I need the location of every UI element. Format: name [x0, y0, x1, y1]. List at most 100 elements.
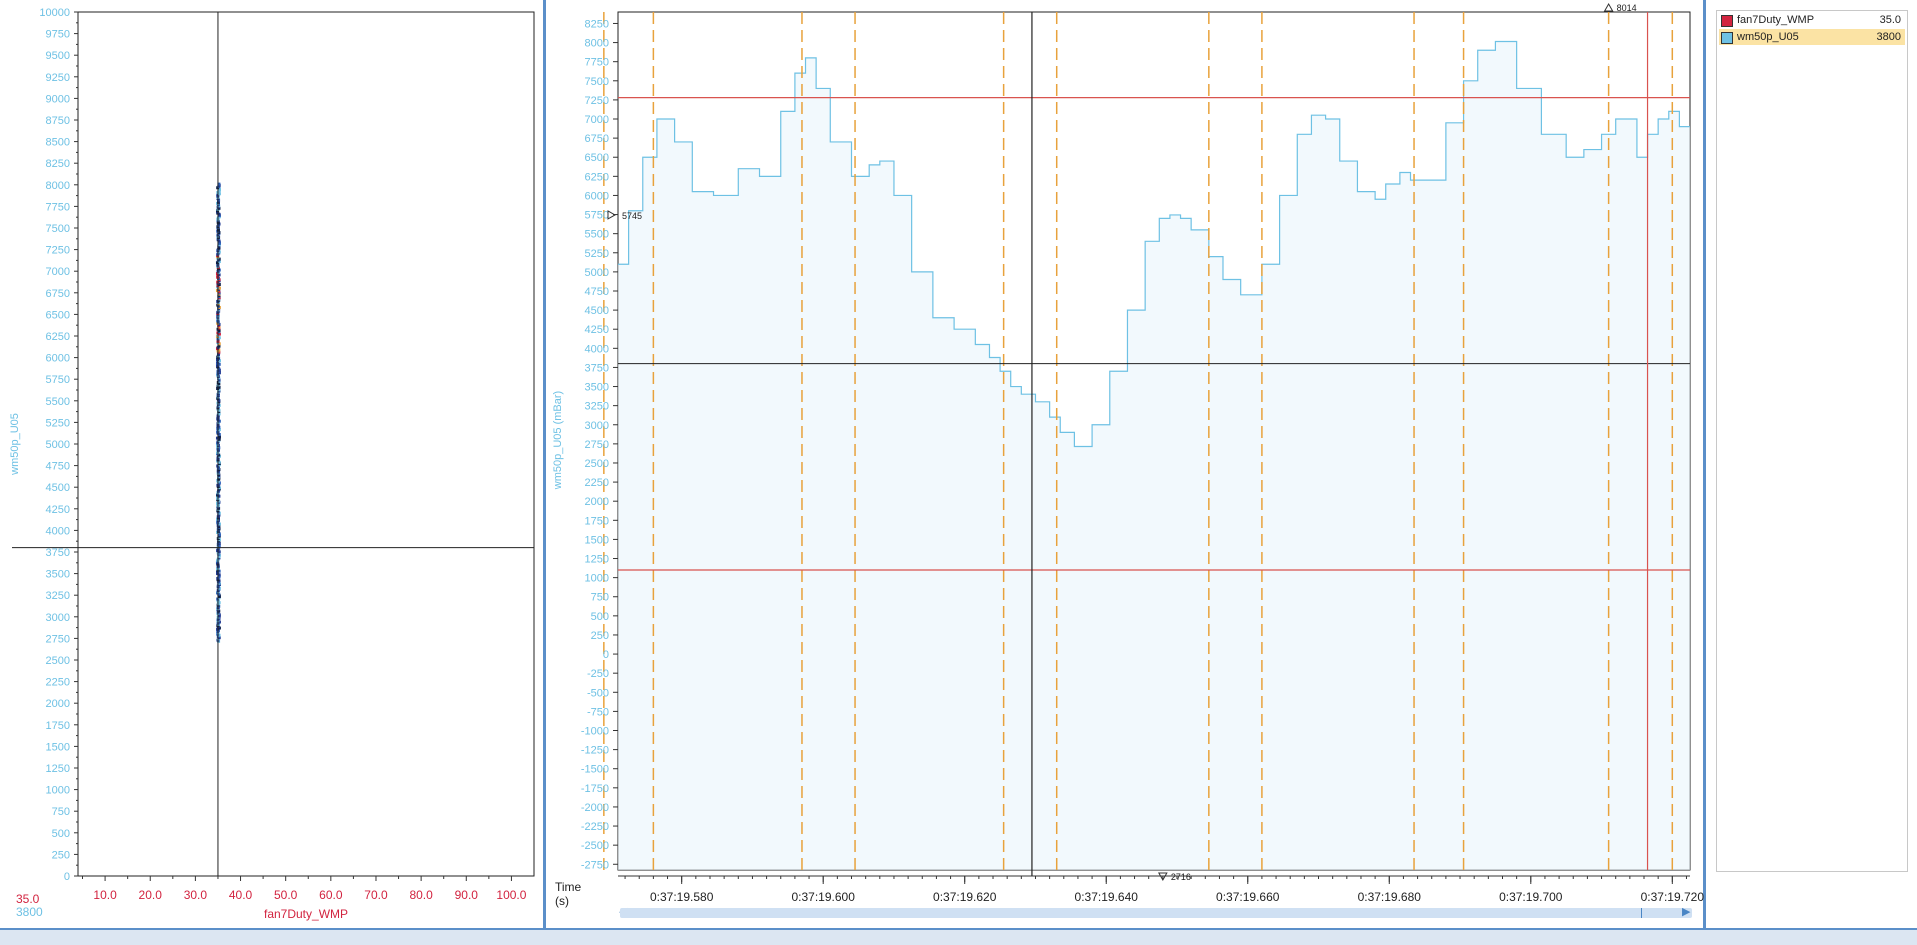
time-y-tick-label: -2000 — [581, 802, 609, 814]
series-area-fill — [618, 41, 1690, 870]
scatter-x-tick-label: 80.0 — [409, 888, 433, 902]
scatter-x-axis-label: fan7Duty_WMP — [264, 907, 348, 921]
time-y-tick-label: 1750 — [585, 515, 609, 527]
scatter-y-tick-label: 5000 — [46, 439, 70, 451]
legend-item[interactable]: fan7Duty_WMP 35.0 — [1719, 12, 1905, 28]
series-line-wm50p[interactable] — [618, 40, 1690, 448]
time-scrollbar[interactable] — [620, 908, 1692, 918]
left-panel-separator — [543, 0, 546, 930]
time-y-tick-label: 1250 — [585, 554, 609, 566]
bottom-marker-label: 2716 — [1171, 872, 1191, 882]
scatter-y-tick-label: 2500 — [46, 655, 70, 667]
time-y-tick-label: 2750 — [585, 439, 609, 451]
legend-color-swatch — [1721, 15, 1733, 27]
top-marker-icon — [1603, 2, 1614, 12]
scatter-point — [217, 532, 221, 536]
scatter-point — [217, 362, 221, 366]
scatter-y-tick-label: 2000 — [46, 698, 70, 710]
scatter-y-tick-label: 6000 — [46, 353, 70, 365]
scatter-point — [217, 192, 221, 196]
time-y-tick-label: 5250 — [585, 248, 609, 260]
scatter-x-tick-label: 40.0 — [229, 888, 253, 902]
time-x-tick-label: 0:37:19.660 — [1216, 890, 1280, 904]
scatter-point — [217, 359, 221, 363]
left-marker-icon — [607, 210, 617, 220]
scatter-y-tick-label: 9000 — [46, 93, 70, 105]
scatter-point — [217, 522, 221, 526]
scatter-y-tick-label: 9500 — [46, 50, 70, 62]
scatter-point — [217, 336, 221, 340]
scatter-point — [217, 273, 221, 277]
time-y-tick-label: 3250 — [585, 401, 609, 413]
time-y-tick-label: 7750 — [585, 57, 609, 69]
scatter-x-tick-label: 30.0 — [184, 888, 208, 902]
scroll-right-arrow[interactable]: ▶ — [1682, 906, 1691, 918]
scatter-y-tick-label: 5500 — [46, 396, 70, 408]
time-y-tick-label: -2750 — [581, 859, 609, 871]
time-y-tick-label: 8000 — [585, 38, 609, 50]
scatter-y-tick-label: 8500 — [46, 137, 70, 149]
time-y-tick-label: -1000 — [581, 726, 609, 738]
time-x-tick-label: 0:37:19.680 — [1358, 890, 1422, 904]
time-x-tick-label: 0:37:19.620 — [933, 890, 997, 904]
time-x-tick-label: 0:37:19.600 — [791, 890, 855, 904]
time-y-tick-label: 500 — [591, 611, 609, 623]
scatter-y-tick-label: 10000 — [39, 7, 70, 19]
scatter-y-tick-label: 6500 — [46, 309, 70, 321]
scatter-x-tick-label: 50.0 — [274, 888, 298, 902]
scatter-y-tick-label: 750 — [52, 806, 70, 818]
scatter-y-tick-label: 8000 — [46, 180, 70, 192]
scatter-y-tick-label: 9250 — [46, 72, 70, 84]
scatter-y-tick-label: 4500 — [46, 482, 70, 494]
scatter-x-tick-label: 70.0 — [364, 888, 388, 902]
scatter-plot[interactable]: 0 250 500 750 1000 1250 1500 1750 2000 2250 2500 27… — [9, 7, 535, 921]
time-y-tick-label: 7000 — [585, 114, 609, 126]
time-y-tick-label: 5750 — [585, 210, 609, 222]
scatter-y-tick-label: 3250 — [46, 590, 70, 602]
time-y-tick-label: 2500 — [585, 458, 609, 470]
status-band — [0, 928, 1917, 945]
time-y-tick-label: -750 — [587, 706, 609, 718]
legend-item-value: 3800 — [1876, 31, 1901, 43]
legend-item-name: wm50p_U05 — [1737, 31, 1799, 43]
scatter-plot-frame — [77, 11, 535, 877]
scatter-y-tick-label: 7250 — [46, 245, 70, 257]
time-y-tick-label: 8250 — [585, 18, 609, 30]
time-axis-unit: (s) — [555, 894, 569, 908]
scatter-y-tick-label: 2250 — [46, 677, 70, 689]
time-y-tick-label: 3500 — [585, 382, 609, 394]
legend-item-name: fan7Duty_WMP — [1737, 14, 1815, 26]
time-y-tick-label: -2500 — [581, 840, 609, 852]
bottom-marker-icon — [1157, 872, 1168, 882]
time-y-tick-label: 5500 — [585, 229, 609, 241]
scatter-y-tick-label: 5250 — [46, 417, 70, 429]
time-y-tick-label: -1750 — [581, 783, 609, 795]
legend-item-value: 35.0 — [1879, 14, 1901, 26]
scatter-y-tick-label: 3500 — [46, 569, 70, 581]
time-y-tick-label: 4500 — [585, 305, 609, 317]
scatter-point — [217, 182, 221, 186]
scatter-point — [217, 187, 221, 191]
time-y-tick-label: 1000 — [585, 573, 609, 585]
legend-item[interactable]: wm50p_U05 3800 — [1719, 29, 1905, 45]
scatter-y-tick-label: 250 — [52, 849, 70, 861]
time-y-tick-label: 2250 — [585, 477, 609, 489]
scatter-x-tick-label: 60.0 — [319, 888, 343, 902]
scatter-y-tick-label: 1500 — [46, 741, 70, 753]
scatter-y-tick-label: 2750 — [46, 633, 70, 645]
scatter-y-tick-label: 4250 — [46, 504, 70, 516]
time-y-tick-label: 7500 — [585, 76, 609, 88]
scatter-point — [217, 573, 221, 577]
scatter-y-tick-label: 500 — [52, 828, 70, 840]
time-y-tick-label: 3000 — [585, 420, 609, 432]
scatter-y-tick-label: 3750 — [46, 547, 70, 559]
time-x-tick-label: 0:37:19.640 — [1075, 890, 1139, 904]
scatter-x-tick-label: 90.0 — [455, 888, 479, 902]
scatter-readout-y: 3800 — [16, 905, 43, 919]
legend-list: fan7Duty_WMP 35.0 wm50p_U05 3800 — [1717, 12, 1907, 45]
scatter-y-tick-label: 7000 — [46, 266, 70, 278]
scatter-y-tick-label: 8750 — [46, 115, 70, 127]
time-y-tick-label: -250 — [587, 668, 609, 680]
time-plot[interactable]: -2750-2500-2250-2000-1750-1500-1250-1000… — [552, 2, 1704, 908]
